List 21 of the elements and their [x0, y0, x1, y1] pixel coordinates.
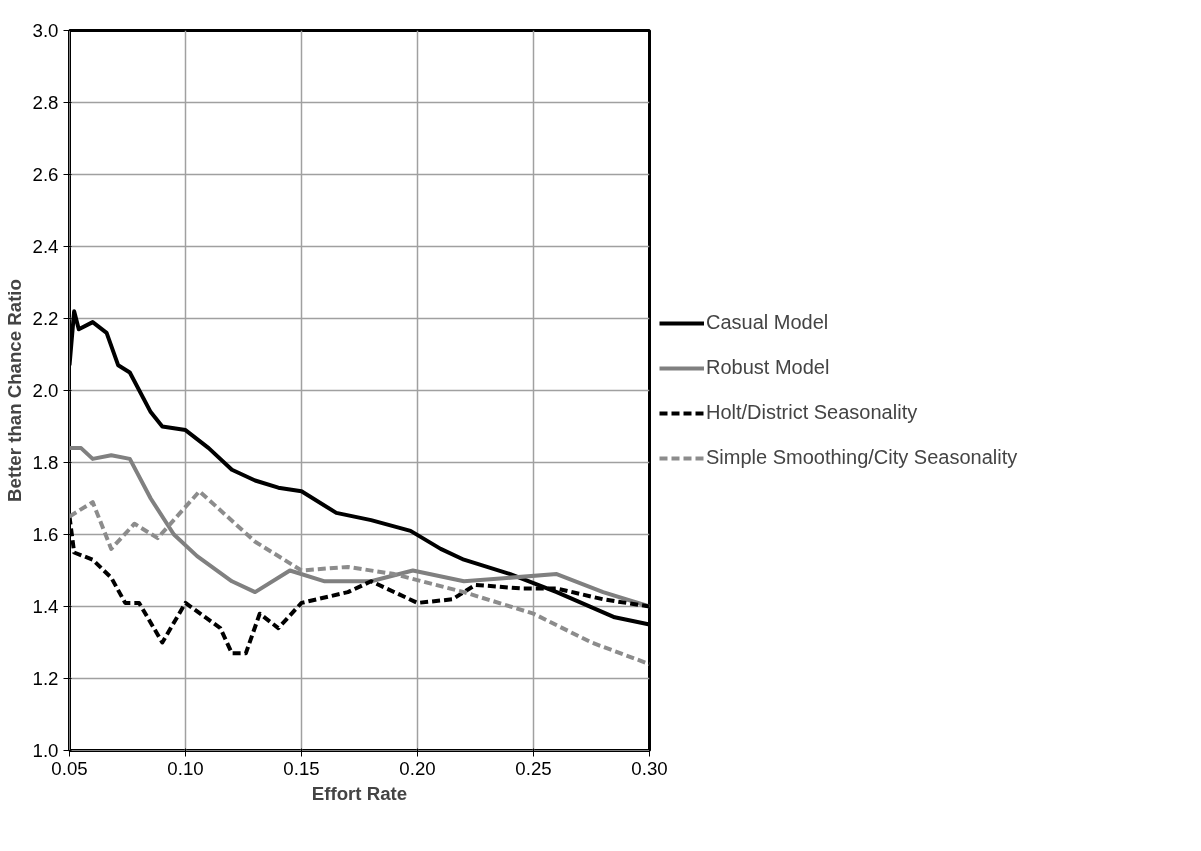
legend-label: Casual Model — [706, 311, 829, 334]
legend-label: Holt/District Seasonality — [706, 401, 918, 424]
y-tick-label: 3.0 — [32, 20, 59, 41]
y-tick-label: 2.8 — [32, 92, 59, 113]
x-tick-label: 0.15 — [283, 757, 320, 779]
x-tick-label: 0.20 — [399, 757, 436, 779]
x-tick-label: 0.25 — [515, 757, 552, 779]
y-tick-label: 1.4 — [32, 596, 59, 617]
legend-label: Simple Smoothing/City Seasonality — [706, 446, 1018, 469]
y-tick-label: 2.2 — [32, 308, 59, 329]
x-tick-label: 0.10 — [167, 757, 204, 779]
legend-label: Robust Model — [706, 356, 830, 379]
y-axis-title: Better than Chance Ratio — [3, 279, 25, 502]
x-tick-label: 0.30 — [631, 757, 668, 779]
y-tick-label: 1.6 — [32, 524, 59, 545]
y-tick-label: 2.6 — [32, 164, 59, 185]
y-tick-label: 2.0 — [32, 380, 59, 401]
x-axis-title: Effort Rate — [311, 782, 408, 804]
y-tick-label: 2.4 — [32, 236, 59, 257]
y-tick-label: 1.8 — [32, 452, 59, 473]
y-tick-label: 1.2 — [32, 668, 59, 689]
